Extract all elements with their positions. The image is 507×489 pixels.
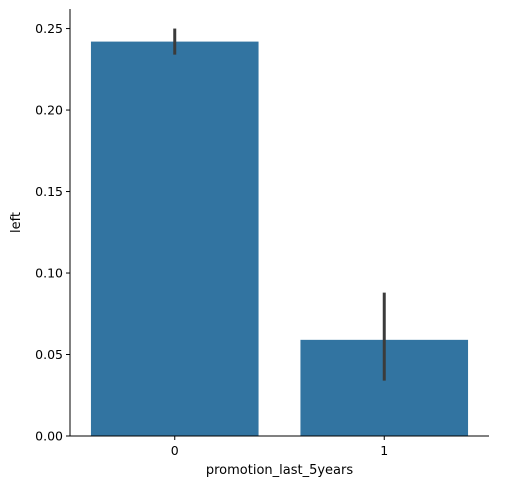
x-axis-title: promotion_last_5years xyxy=(206,463,354,478)
y-axis-title: left xyxy=(9,212,24,233)
x-tick-label-1: 1 xyxy=(380,443,388,458)
bar-0 xyxy=(90,41,259,436)
y-tick-label-4: 0.20 xyxy=(35,103,63,118)
bars-layer xyxy=(90,41,469,436)
y-tick-label-3: 0.15 xyxy=(35,184,63,199)
axes-layer xyxy=(69,9,489,437)
y-tick-label-2: 0.10 xyxy=(35,266,63,281)
y-tick-label-1: 0.05 xyxy=(35,347,63,362)
y-ticks-layer: 0.00 0.05 0.10 0.15 0.20 0.25 xyxy=(35,21,70,444)
y-tick-label-0: 0.00 xyxy=(35,429,63,444)
y-tick-label-5: 0.25 xyxy=(35,21,63,36)
x-tick-label-0: 0 xyxy=(171,443,179,458)
error-bars-layer xyxy=(173,28,386,381)
